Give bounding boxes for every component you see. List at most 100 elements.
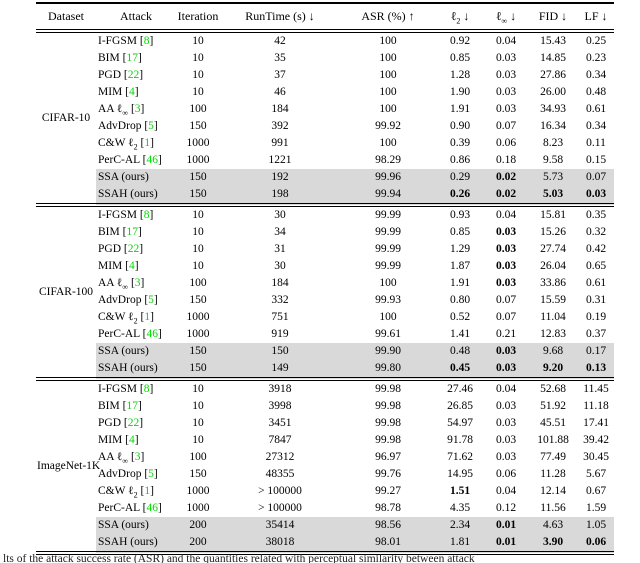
fid-cell: 9.68 bbox=[528, 343, 578, 360]
citation-ref[interactable]: 3 bbox=[134, 103, 141, 115]
table-row: PerC-AL [46] 1000 > 100000 98.78 4.35 0.12 11.… bbox=[36, 500, 614, 517]
table-row: C&W ℓ2 [1] 1000 751 100 0.52 0.07 11.04 0.19 bbox=[36, 309, 614, 326]
lf-cell: 0.61 bbox=[585, 277, 607, 289]
asr-cell: 99.92 bbox=[375, 120, 401, 132]
attack-cell: C&W ℓ2 [1] bbox=[98, 485, 154, 500]
citation-ref[interactable]: 22 bbox=[127, 243, 140, 255]
citation-ref[interactable]: 1 bbox=[144, 485, 151, 497]
l2-cell: 0.80 bbox=[449, 294, 471, 306]
lf-cell: 0.32 bbox=[585, 226, 607, 238]
iteration-cell: 10 bbox=[192, 209, 204, 221]
asr-cell: 99.98 bbox=[375, 417, 401, 429]
table-row: PerC-AL [46] 1000 919 99.61 1.41 0.21 12.83 0.3… bbox=[36, 326, 614, 343]
citation-ref[interactable]: 8 bbox=[143, 383, 150, 395]
column-header-l2: ℓ2 ↓ bbox=[450, 9, 470, 26]
lf-cell: 1.59 bbox=[585, 502, 607, 514]
l2-cell: 0.86 bbox=[449, 154, 471, 166]
citation-ref[interactable]: 46 bbox=[146, 502, 158, 514]
l2-cell: 54.97 bbox=[447, 417, 473, 429]
table-row: BIM [17] 10 34 99.99 0.85 0.03 15.26 0.32 bbox=[36, 224, 614, 241]
linf-cell: 0.03 bbox=[495, 400, 517, 412]
runtime-cell: 192 bbox=[220, 169, 340, 186]
l2-cell: 0.48 bbox=[436, 343, 484, 360]
iteration-cell: 150 bbox=[176, 169, 220, 186]
attack-cell: PerC-AL [46] bbox=[98, 154, 162, 166]
dataset-cell: CIFAR-100 bbox=[36, 205, 96, 379]
asr-cell: 99.96 bbox=[340, 169, 436, 186]
table-row: BIM [17] 10 3998 99.98 26.85 0.03 51.92 11.18 bbox=[36, 398, 614, 415]
iteration-cell: 1000 bbox=[186, 154, 210, 166]
citation-ref[interactable]: 3 bbox=[134, 451, 141, 463]
citation-ref[interactable]: 22 bbox=[127, 69, 140, 81]
table-row: PerC-AL [46] 1000 1221 98.29 0.86 0.18 9.58 0.1… bbox=[36, 152, 614, 169]
runtime-cell: 991 bbox=[271, 137, 289, 149]
l2-cell: 1.81 bbox=[436, 534, 484, 553]
linf-cell: 0.04 bbox=[495, 35, 517, 47]
lf-cell: 0.15 bbox=[585, 154, 607, 166]
citation-ref[interactable]: 8 bbox=[143, 35, 150, 47]
citation-ref[interactable]: 46 bbox=[146, 154, 158, 166]
citation-ref[interactable]: 17 bbox=[126, 52, 138, 64]
l2-cell: 1.91 bbox=[449, 277, 471, 289]
attack-cell: SSA (ours) bbox=[96, 343, 176, 360]
table-row: AdvDrop [5] 150 392 99.92 0.90 0.07 16.34 0.34 bbox=[36, 118, 614, 135]
citation-ref[interactable]: 4 bbox=[129, 86, 135, 98]
citation-ref[interactable]: 22 bbox=[127, 417, 140, 429]
fid-cell: 11.04 bbox=[540, 311, 566, 323]
l2-cell: 0.45 bbox=[436, 360, 484, 379]
asr-cell: 99.99 bbox=[375, 226, 401, 238]
citation-ref[interactable]: 1 bbox=[144, 311, 151, 323]
table-row: SSAH (ours) 150 149 99.80 0.45 0.03 9.20 0.13 bbox=[36, 360, 614, 379]
asr-cell: 99.76 bbox=[375, 468, 401, 480]
citation-ref[interactable]: 8 bbox=[143, 209, 150, 221]
asr-cell: 100 bbox=[379, 52, 397, 64]
citation-ref[interactable]: 5 bbox=[148, 468, 154, 480]
citation-ref[interactable]: 17 bbox=[126, 226, 138, 238]
asr-cell: 99.99 bbox=[375, 260, 401, 272]
attack-cell: AA ℓ∞ [3] bbox=[98, 103, 145, 118]
l2-cell: 0.85 bbox=[449, 52, 471, 64]
fid-cell: 51.92 bbox=[540, 400, 566, 412]
table-row: SSA (ours) 200 35414 98.56 2.34 0.01 4.63 1.05 bbox=[36, 517, 614, 534]
asr-cell: 99.98 bbox=[375, 383, 401, 395]
citation-ref[interactable]: 17 bbox=[126, 400, 138, 412]
fid-cell: 11.28 bbox=[540, 468, 566, 480]
runtime-cell: 1221 bbox=[268, 154, 292, 166]
table-row: AA ℓ∞ [3] 100 27312 96.97 71.62 0.03 77.49 30.4… bbox=[36, 449, 614, 466]
l2-cell: 1.91 bbox=[449, 103, 471, 115]
runtime-cell: 30 bbox=[274, 209, 286, 221]
asr-cell: 100 bbox=[379, 69, 397, 81]
linf-cell: 0.03 bbox=[495, 434, 517, 446]
attack-cell: PGD [22] bbox=[98, 243, 144, 255]
attack-cell: PerC-AL [46] bbox=[98, 502, 162, 514]
asr-cell: 98.01 bbox=[340, 534, 436, 553]
citation-ref[interactable]: 1 bbox=[144, 137, 151, 149]
lf-cell: 0.03 bbox=[578, 186, 614, 205]
iteration-cell: 1000 bbox=[186, 502, 210, 514]
table-row: C&W ℓ2 [1] 1000 991 100 0.39 0.06 8.23 0.11 bbox=[36, 135, 614, 152]
l2-cell: 0.39 bbox=[449, 137, 471, 149]
linf-cell: 0.03 bbox=[495, 226, 517, 238]
section-imagenet-1k: ImageNet-1K I-FGSM [8] 10 3918 99.98 27.46 0.0… bbox=[36, 379, 614, 553]
fid-cell: 9.58 bbox=[542, 154, 564, 166]
runtime-cell: 184 bbox=[271, 103, 289, 115]
citation-ref[interactable]: 5 bbox=[148, 120, 154, 132]
lf-cell: 30.45 bbox=[583, 451, 609, 463]
attack-cell: AdvDrop [5] bbox=[98, 120, 158, 132]
iteration-cell: 150 bbox=[176, 360, 220, 379]
l2-cell: 2.34 bbox=[436, 517, 484, 534]
table-row: C&W ℓ2 [1] 1000 > 100000 99.27 1.51 0.04 12.14… bbox=[36, 483, 614, 500]
attack-cell: MIM [4] bbox=[98, 260, 139, 272]
lf-cell: 0.17 bbox=[578, 343, 614, 360]
citation-ref[interactable]: 4 bbox=[129, 260, 135, 272]
citation-ref[interactable]: 4 bbox=[129, 434, 135, 446]
linf-cell: 0.02 bbox=[484, 169, 528, 186]
citation-ref[interactable]: 5 bbox=[148, 294, 154, 306]
asr-cell: 100 bbox=[379, 86, 397, 98]
citation-ref[interactable]: 46 bbox=[146, 328, 158, 340]
lf-cell: 11.45 bbox=[583, 383, 609, 395]
lf-cell: 0.34 bbox=[585, 120, 607, 132]
citation-ref[interactable]: 3 bbox=[134, 277, 141, 289]
linf-cell: 0.06 bbox=[495, 468, 517, 480]
linf-cell: 0.03 bbox=[495, 103, 517, 115]
